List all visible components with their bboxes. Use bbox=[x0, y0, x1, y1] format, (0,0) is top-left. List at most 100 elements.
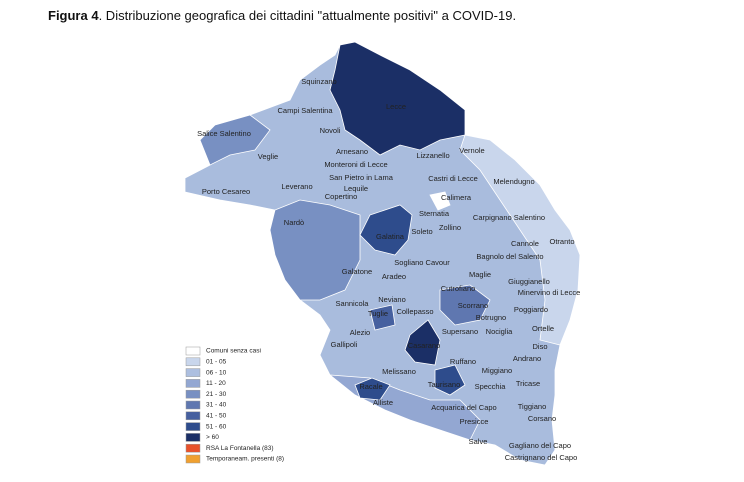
legend: Comuni senza casi 01 - 05 06 - 10 11 - 20 21… bbox=[185, 346, 284, 464]
place-label: Bagnolo del Salento bbox=[476, 252, 543, 261]
place-label: Giuggianello bbox=[508, 277, 550, 286]
place-labels: Squinzano Campi Salentina Lecce Novoli Salic… bbox=[197, 77, 580, 462]
legend-label: Temporaneam. presenti (8) bbox=[206, 456, 284, 463]
figure-title: Figura 4. Distribuzione geografica dei c… bbox=[48, 8, 516, 23]
place-label: Sogliano Cavour bbox=[394, 258, 450, 267]
place-label: Corsano bbox=[528, 414, 556, 423]
place-label: Alezio bbox=[350, 328, 370, 337]
place-label: Tuglie bbox=[368, 309, 388, 318]
place-label: Casarano bbox=[408, 341, 441, 350]
legend-label: 21 - 30 bbox=[206, 391, 227, 398]
place-label: Scorrano bbox=[458, 301, 488, 310]
legend-label: RSA La Fontanella (83) bbox=[206, 445, 274, 452]
legend-swatch bbox=[185, 422, 201, 431]
legend-swatch bbox=[185, 433, 201, 442]
area bbox=[459, 134, 581, 346]
place-label: Tricase bbox=[516, 379, 540, 388]
place-label: Poggiardo bbox=[514, 305, 548, 314]
legend-swatch bbox=[185, 357, 201, 367]
place-label: Ortelle bbox=[532, 324, 554, 333]
place-label: Collepasso bbox=[396, 307, 433, 316]
legend-swatch bbox=[185, 411, 201, 421]
place-label: Gallipoli bbox=[331, 340, 358, 349]
area bbox=[269, 199, 361, 301]
place-label: Gagliano del Capo bbox=[509, 441, 571, 450]
place-label: Monteroni di Lecce bbox=[324, 160, 387, 169]
area bbox=[404, 319, 441, 366]
legend-label: 11 - 20 bbox=[206, 380, 226, 387]
place-label: Copertino bbox=[325, 192, 358, 201]
place-label: Galatina bbox=[376, 232, 405, 241]
legend-swatch bbox=[185, 400, 201, 410]
area bbox=[439, 284, 491, 326]
place-label: Soleto bbox=[411, 227, 432, 236]
legend-label: 01 - 05 bbox=[206, 359, 227, 366]
place-label: Taurisano bbox=[428, 380, 461, 389]
place-label: Melendugno bbox=[493, 177, 534, 186]
place-label: Novoli bbox=[320, 126, 341, 135]
place-label: Sternatia bbox=[419, 209, 450, 218]
place-label: Castrignano del Capo bbox=[505, 453, 578, 462]
place-label: Squinzano bbox=[301, 77, 336, 86]
place-label: Neviano bbox=[378, 295, 406, 304]
place-label: Campi Salentina bbox=[277, 106, 333, 115]
figure-number: Figura 4 bbox=[48, 8, 99, 23]
place-label: Nardò bbox=[284, 218, 304, 227]
legend-swatch bbox=[185, 368, 201, 377]
place-label: Lizzanello bbox=[416, 151, 449, 160]
place-label: Castri di Lecce bbox=[428, 174, 478, 183]
legend-swatch bbox=[185, 379, 201, 388]
area bbox=[359, 204, 413, 256]
place-label: Maglie bbox=[469, 270, 491, 279]
map bbox=[184, 41, 581, 466]
place-label: San Pietro in Lama bbox=[329, 173, 394, 182]
place-label: Supersano bbox=[442, 327, 478, 336]
place-label: Arnesano bbox=[336, 147, 368, 156]
figure-caption: . Distribuzione geografica dei cittadini… bbox=[99, 8, 517, 23]
place-label: Diso bbox=[532, 342, 547, 351]
place-label: Andrano bbox=[513, 354, 541, 363]
area bbox=[369, 304, 396, 331]
place-label: Racale bbox=[359, 382, 382, 391]
legend-swatch bbox=[185, 346, 201, 356]
legend-label: > 60 bbox=[206, 434, 219, 441]
place-label: Cannole bbox=[511, 239, 539, 248]
place-label: Ruffano bbox=[450, 357, 476, 366]
place-label: Salice Salentino bbox=[197, 129, 251, 138]
place-label: Cutrofiano bbox=[441, 284, 476, 293]
place-label: Nociglia bbox=[486, 327, 514, 336]
legend-label: 51 - 60 bbox=[206, 423, 227, 430]
legend-label: 41 - 50 bbox=[206, 413, 227, 420]
place-label: Leverano bbox=[281, 182, 312, 191]
legend-label: 31 - 40 bbox=[206, 402, 227, 409]
place-label: Specchia bbox=[475, 382, 507, 391]
place-label: Porto Cesareo bbox=[202, 187, 250, 196]
place-label: Salve bbox=[469, 437, 488, 446]
place-label: Lecce bbox=[386, 102, 406, 111]
place-label: Melissano bbox=[382, 367, 416, 376]
place-label: Alliste bbox=[373, 398, 393, 407]
place-label: Aradeo bbox=[382, 272, 406, 281]
area bbox=[354, 377, 391, 401]
area bbox=[434, 364, 466, 396]
legend-swatch bbox=[185, 389, 201, 399]
legend-label: Comuni senza casi bbox=[206, 348, 261, 355]
legend-swatch bbox=[185, 454, 201, 464]
place-label: Otranto bbox=[549, 237, 574, 246]
legend-label: 06 - 10 bbox=[206, 369, 227, 376]
place-label: Carpignano Salentino bbox=[473, 213, 545, 222]
place-label: Veglie bbox=[258, 152, 278, 161]
place-label: Calimera bbox=[441, 193, 472, 202]
place-label: Minervino di Lecce bbox=[518, 288, 581, 297]
area bbox=[199, 114, 271, 166]
place-label: Botrugno bbox=[476, 313, 506, 322]
place-label: Vernole bbox=[459, 146, 484, 155]
area bbox=[329, 41, 466, 156]
place-label: Miggiano bbox=[482, 366, 512, 375]
place-label: Lequile bbox=[344, 184, 368, 193]
place-label: Presicce bbox=[460, 417, 489, 426]
legend-swatch bbox=[185, 443, 201, 453]
place-label: Sannicola bbox=[336, 299, 370, 308]
place-label: Zollino bbox=[439, 223, 461, 232]
